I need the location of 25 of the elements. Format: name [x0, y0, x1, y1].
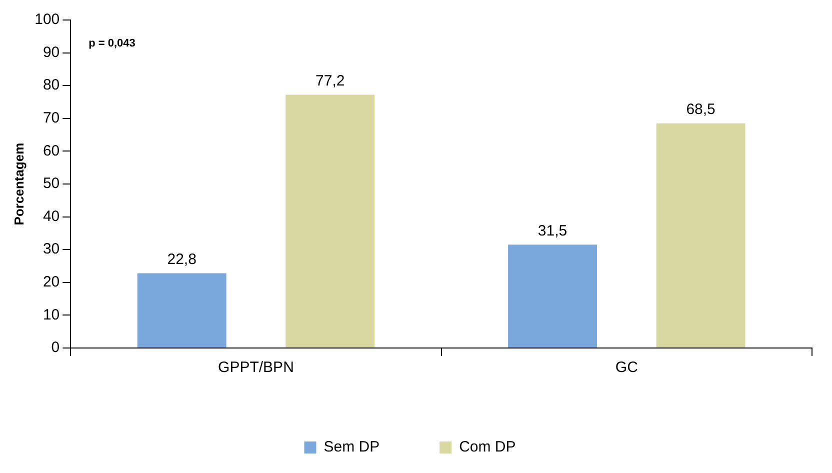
bar [137, 273, 226, 348]
bar [656, 123, 746, 348]
data-label: 77,2 [316, 72, 345, 90]
y-tick-label: 10 [42, 306, 60, 324]
x-tick-label: GC [615, 359, 638, 376]
bar [286, 94, 375, 348]
y-tick-label: 0 [51, 339, 60, 356]
x-tick-label: GPPT/BPN [218, 359, 294, 376]
data-label: 31,5 [538, 222, 568, 240]
y-tick-label: 40 [42, 208, 60, 225]
y-tick-label: 80 [42, 76, 60, 94]
y-axis-title: Porcentagem [11, 142, 26, 226]
data-label: 68,5 [686, 100, 716, 118]
y-tick-label: 20 [42, 274, 60, 291]
legend-label: Com DP [459, 438, 516, 456]
annotation: p = 0,043 [88, 38, 136, 50]
y-tick-label: 60 [42, 142, 60, 160]
y-tick-label: 90 [42, 44, 60, 61]
data-label: 22,8 [167, 250, 196, 268]
legend-label: Sem DP [324, 438, 380, 456]
y-tick-label: 30 [42, 240, 60, 258]
y-tick-label: 100 [34, 11, 60, 28]
bar [508, 244, 597, 348]
y-tick-label: 70 [42, 110, 60, 127]
y-tick-label: 50 [42, 175, 60, 192]
